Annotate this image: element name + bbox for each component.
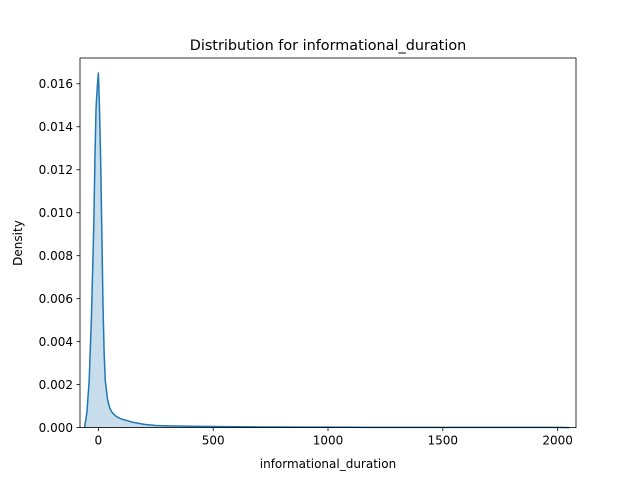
y-tick-label: 0.014 [39,120,73,134]
y-tick-label: 0.016 [39,77,73,91]
x-axis-ticks: 0 500 1000 1500 2000 [95,427,573,448]
y-tick-label: 0.010 [39,206,73,220]
plot-area [83,72,570,429]
y-axis-label: Density [11,220,25,266]
x-tick-label: 0 [95,434,103,448]
x-tick-label: 500 [202,434,225,448]
y-axis-ticks: 0.000 0.002 0.004 0.006 0.008 0.010 0.012 0.014… [39,77,80,435]
chart-title: Distribution for informational_duration [190,38,467,54]
density-line [83,72,570,429]
y-tick-label: 0.008 [39,249,73,263]
y-tick-label: 0.000 [39,421,73,435]
y-tick-label: 0.012 [39,163,73,177]
y-tick-label: 0.002 [39,378,73,392]
y-tick-label: 0.006 [39,292,73,306]
y-tick-label: 0.004 [39,335,73,349]
x-tick-label: 2000 [542,434,573,448]
x-axis-label: informational_duration [260,457,396,471]
x-tick-label: 1500 [428,434,459,448]
x-tick-label: 1000 [313,434,344,448]
